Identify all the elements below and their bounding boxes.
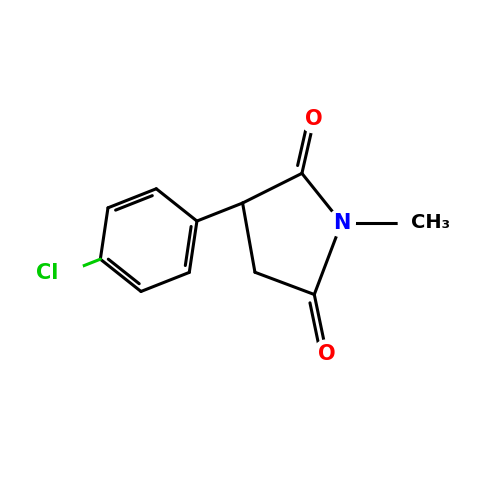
Circle shape bbox=[38, 250, 83, 295]
Text: O: O bbox=[318, 344, 336, 364]
Text: CH₃: CH₃ bbox=[410, 214, 450, 233]
Text: N: N bbox=[333, 213, 350, 233]
Circle shape bbox=[398, 200, 443, 245]
Circle shape bbox=[300, 105, 328, 133]
Text: O: O bbox=[306, 109, 323, 129]
Circle shape bbox=[313, 340, 340, 367]
Circle shape bbox=[328, 209, 355, 236]
Text: Cl: Cl bbox=[36, 263, 59, 283]
